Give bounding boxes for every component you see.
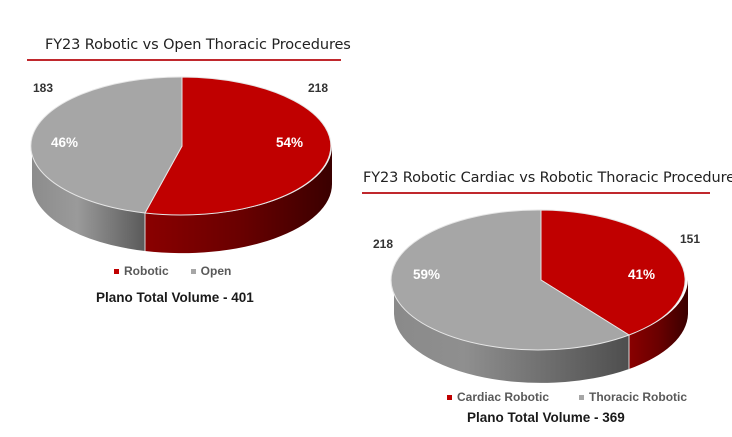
left-pie [30, 76, 333, 254]
right-legend: Cardiac Robotic Thoracic Robotic [447, 390, 687, 404]
legend-item-thoracic-robotic: Thoracic Robotic [579, 390, 687, 404]
left-legend: Robotic Open [114, 264, 231, 278]
right-pie-thoracic-slice [390, 209, 631, 351]
left-open-pct: 46% [51, 135, 79, 150]
right-chart-title: FY23 Robotic Cardiac vs Robotic Thoracic… [363, 170, 732, 186]
legend-label: Thoracic Robotic [589, 390, 688, 404]
left-total-volume: Plano Total Volume - 401 [96, 290, 254, 305]
left-title-rule [27, 59, 341, 61]
legend-label: Open [200, 264, 232, 278]
right-pie [390, 209, 688, 383]
left-chart-title: FY23 Robotic vs Open Thoracic Procedures [45, 37, 351, 53]
legend-label: Robotic [124, 264, 169, 278]
red-swatch-icon [447, 394, 452, 400]
left-robotic-pct: 54% [276, 135, 304, 150]
right-thoracic-pct: 59% [413, 267, 441, 282]
right-cardiac-pct: 41% [628, 267, 656, 282]
legend-item-robotic: Robotic [114, 264, 169, 278]
red-swatch-icon [114, 268, 119, 274]
right-pie-cardiac-side [629, 280, 688, 369]
right-pie-thoracic-side [394, 280, 629, 383]
right-cardiac-value: 151 [680, 232, 701, 246]
right-total-volume: Plano Total Volume - 369 [467, 410, 625, 425]
legend-item-cardiac-robotic: Cardiac Robotic [447, 390, 549, 404]
left-pie-robotic-side [145, 146, 333, 254]
right-pie-cardiac-slice [540, 209, 686, 336]
gray-swatch-icon [579, 394, 585, 400]
left-pie-open-slice [30, 76, 183, 214]
gray-swatch-icon [190, 268, 196, 274]
left-pie-robotic-slice [144, 76, 332, 216]
legend-item-open: Open [190, 264, 232, 278]
left-open-value: 183 [33, 81, 54, 95]
left-pie-open-side [31, 146, 145, 251]
legend-label: Cardiac Robotic [457, 390, 550, 404]
left-robotic-value: 218 [308, 81, 329, 95]
right-thoracic-value: 218 [373, 237, 394, 251]
right-title-rule [362, 192, 710, 194]
